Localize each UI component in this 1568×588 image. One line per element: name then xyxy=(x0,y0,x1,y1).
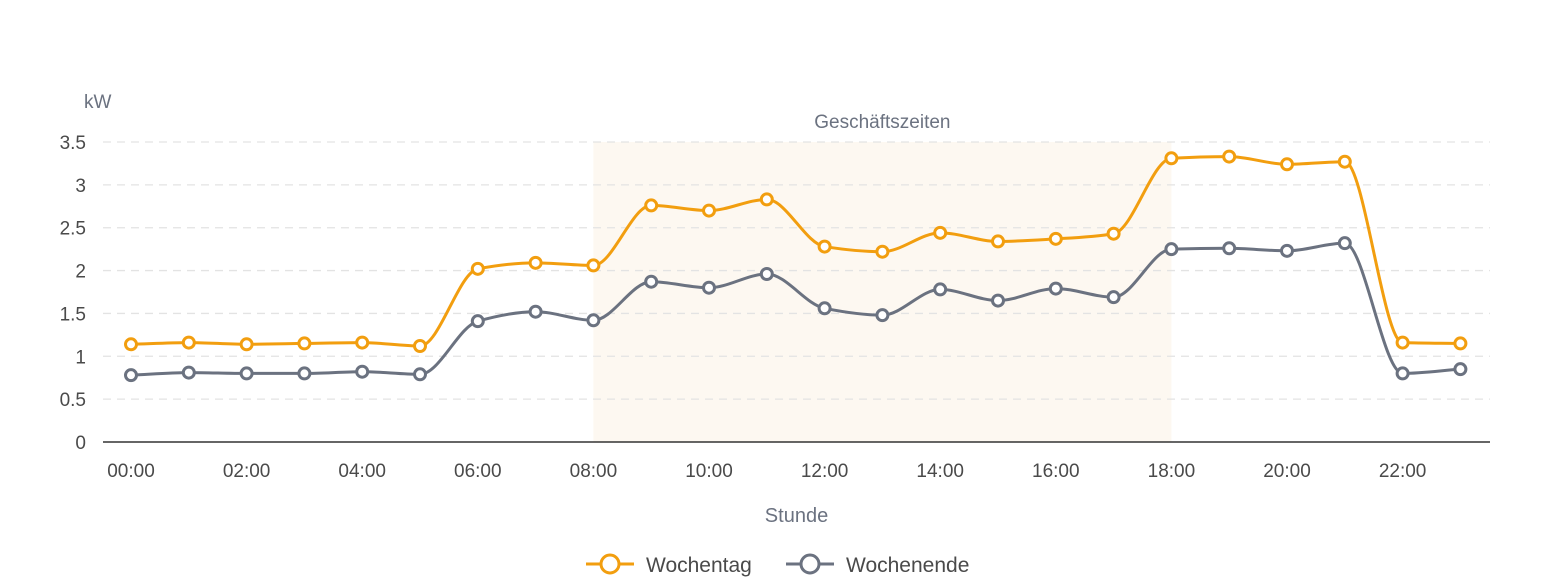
x-tick-label: 00:00 xyxy=(107,461,155,482)
data-point[interactable] xyxy=(586,313,601,328)
x-tick-label: 18:00 xyxy=(1148,461,1196,482)
data-point[interactable] xyxy=(759,192,774,207)
data-point[interactable] xyxy=(1280,157,1294,172)
y-tick-label: 2 xyxy=(75,262,86,283)
data-point[interactable] xyxy=(239,366,254,381)
grid-lines xyxy=(103,141,1490,400)
data-point[interactable] xyxy=(644,274,659,289)
legend-marker-icon xyxy=(599,553,621,575)
x-tick-label: 22:00 xyxy=(1379,461,1427,482)
x-axis-ticks: 00:00 02:00 04:00 06:00 08:00 10:00 12:00 14:00… xyxy=(107,461,1426,482)
data-point[interactable] xyxy=(1164,242,1179,257)
data-point[interactable] xyxy=(528,255,543,270)
data-point[interactable] xyxy=(528,304,543,319)
data-point[interactable] xyxy=(1222,149,1237,164)
x-tick-label: 10:00 xyxy=(685,461,733,482)
series-wochenende xyxy=(124,236,1468,383)
x-tick-label: 02:00 xyxy=(223,461,271,482)
x-tick-label: 16:00 xyxy=(1032,461,1080,482)
data-point[interactable] xyxy=(1337,154,1352,169)
data-point[interactable] xyxy=(1222,241,1237,256)
data-point[interactable] xyxy=(355,335,370,350)
legend-item-wochenende[interactable]: Wochenende xyxy=(786,553,969,577)
x-tick-label: 08:00 xyxy=(570,461,618,482)
legend-label: Wochentag xyxy=(646,554,752,577)
data-point[interactable] xyxy=(1453,362,1468,377)
data-point[interactable] xyxy=(297,336,312,351)
data-point[interactable] xyxy=(297,366,312,381)
data-point[interactable] xyxy=(759,267,774,281)
legend-item-wochentag[interactable]: Wochentag xyxy=(586,553,752,577)
y-tick-label: 1.5 xyxy=(60,304,86,325)
data-point[interactable] xyxy=(181,365,196,380)
data-point[interactable] xyxy=(181,335,196,350)
y-axis-unit: kW xyxy=(84,92,112,113)
y-tick-label: 2.5 xyxy=(60,219,86,240)
data-point[interactable] xyxy=(355,364,370,379)
x-tick-label: 04:00 xyxy=(338,461,386,482)
data-point[interactable] xyxy=(239,337,254,352)
legend-label: Wochenende xyxy=(846,554,969,577)
data-point[interactable] xyxy=(875,244,890,259)
data-point[interactable] xyxy=(817,239,832,254)
data-point[interactable] xyxy=(124,337,138,352)
data-point[interactable] xyxy=(1048,231,1063,246)
data-point[interactable] xyxy=(413,339,427,353)
y-tick-label: 3 xyxy=(75,176,86,197)
x-tick-label: 14:00 xyxy=(916,461,964,482)
data-point[interactable] xyxy=(470,314,485,329)
data-point[interactable] xyxy=(1395,366,1410,381)
y-tick-label: 0 xyxy=(75,433,86,454)
y-tick-label: 0.5 xyxy=(60,390,86,411)
x-tick-label: 12:00 xyxy=(801,461,849,482)
data-point[interactable] xyxy=(991,234,1005,249)
data-point[interactable] xyxy=(1395,335,1410,350)
x-axis-title: Stunde xyxy=(765,505,828,527)
data-point[interactable] xyxy=(1164,151,1179,166)
data-point[interactable] xyxy=(702,203,716,218)
y-tick-label: 1 xyxy=(75,347,86,368)
data-point[interactable] xyxy=(586,258,601,273)
series-layer xyxy=(124,149,1468,383)
y-tick-label: 3.5 xyxy=(60,133,86,154)
data-point[interactable] xyxy=(1337,236,1352,251)
data-point[interactable] xyxy=(644,198,659,213)
y-axis-ticks: 0 0.5 1 1.5 2 2.5 3 3.5 xyxy=(60,133,86,454)
data-point[interactable] xyxy=(470,261,485,276)
data-point[interactable] xyxy=(1453,336,1468,351)
data-point[interactable] xyxy=(1106,290,1121,305)
data-point[interactable] xyxy=(1048,281,1063,296)
data-point[interactable] xyxy=(702,280,716,295)
data-point[interactable] xyxy=(413,367,427,382)
data-point[interactable] xyxy=(124,368,138,383)
data-point[interactable] xyxy=(875,308,890,323)
data-point[interactable] xyxy=(817,301,832,316)
series-wochentag xyxy=(124,149,1468,353)
business-hours-label: Geschäftszeiten xyxy=(814,112,950,133)
legend: Wochentag Wochenende xyxy=(586,553,969,577)
data-point[interactable] xyxy=(1280,243,1294,258)
x-tick-label: 20:00 xyxy=(1263,461,1311,482)
data-point[interactable] xyxy=(991,293,1005,308)
data-point[interactable] xyxy=(933,225,948,240)
x-tick-label: 06:00 xyxy=(454,461,502,482)
data-point[interactable] xyxy=(1106,226,1121,241)
legend-marker-icon xyxy=(799,553,821,575)
data-point[interactable] xyxy=(933,282,948,297)
